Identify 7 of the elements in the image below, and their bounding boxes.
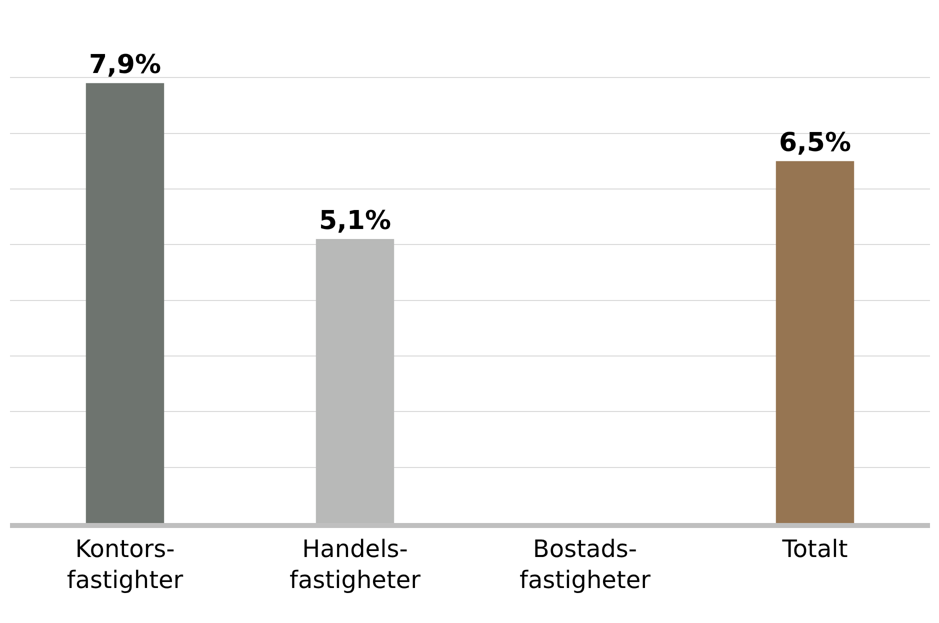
data-label: 5,1% — [318, 206, 392, 236]
data-label: 6,5% — [778, 128, 852, 158]
data-label: 7,9% — [88, 50, 162, 80]
x-tick-label: Handels- fastigheter — [290, 534, 421, 594]
x-tick-label: Bostads- fastigheter — [520, 534, 651, 594]
x-tick-label: Totalt — [781, 534, 848, 563]
x-tick-label: Kontors- fastighter — [66, 534, 184, 594]
